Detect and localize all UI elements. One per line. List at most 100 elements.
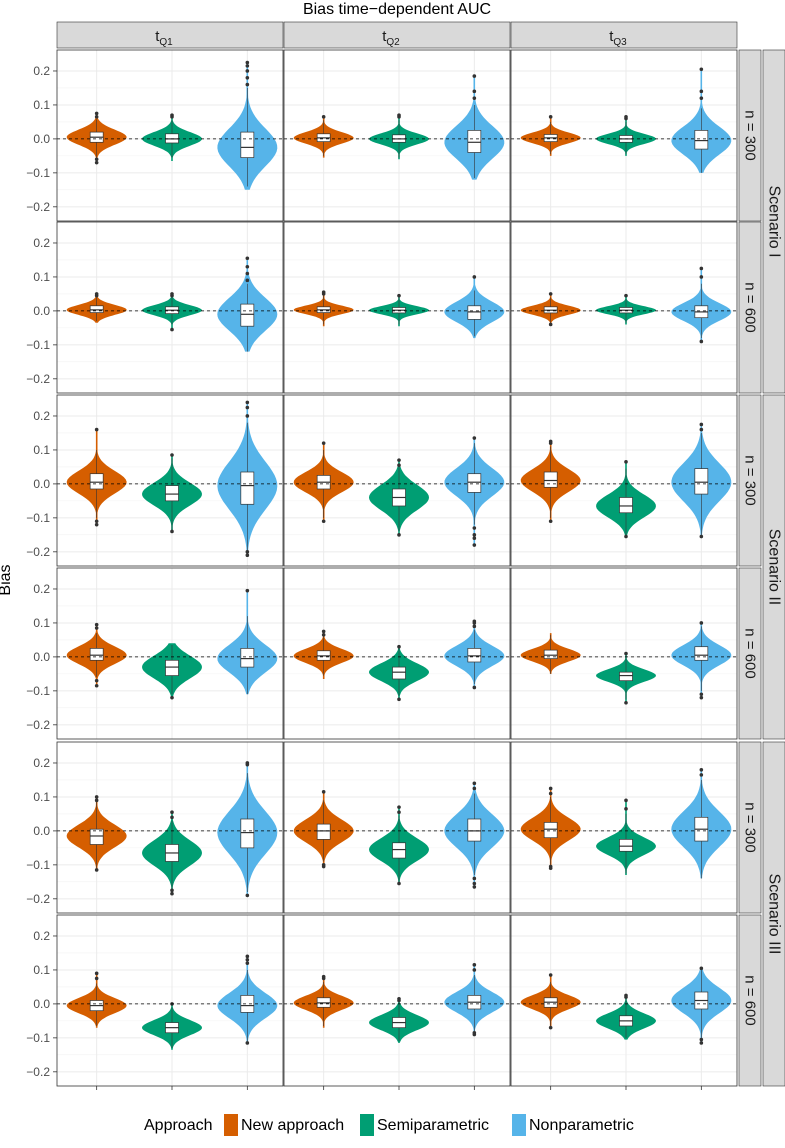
outlier-point	[699, 67, 704, 72]
outlier-point	[699, 621, 704, 625]
outlier-point	[94, 971, 99, 976]
row-strip	[738, 914, 762, 1087]
outlier-point	[699, 1041, 704, 1045]
y-tick-label: 0.0	[33, 132, 50, 146]
y-tick-label: 0.2	[33, 409, 50, 423]
y-tick-label: 0.1	[33, 790, 50, 804]
outlier-point	[699, 773, 704, 777]
y-tick-label: −0.1	[26, 511, 50, 525]
outlier-point	[245, 60, 250, 65]
group-strip	[762, 741, 785, 1087]
outlier-point	[94, 160, 99, 165]
panel-border	[283, 567, 511, 740]
box-iqr	[467, 818, 482, 842]
y-axis-label: Bias	[0, 564, 14, 595]
outlier-point	[397, 293, 401, 298]
outlier-point	[245, 64, 250, 68]
group-strip	[762, 49, 785, 394]
outlier-point	[624, 798, 628, 803]
outlier-point	[94, 626, 99, 630]
panel-border	[56, 567, 284, 740]
outlier-point	[699, 966, 704, 971]
outlier-point	[472, 96, 477, 100]
y-tick-label: 0.2	[33, 64, 50, 78]
outlier-point	[245, 264, 250, 269]
panel-border	[56, 741, 284, 914]
outlier-point	[170, 292, 174, 296]
outlier-point	[548, 791, 553, 796]
y-tick-label: 0.2	[33, 929, 50, 943]
outlier-point	[699, 422, 704, 427]
y-tick-label: −0.2	[26, 892, 50, 906]
box-iqr	[543, 822, 558, 839]
column-label-sub: Q1	[159, 37, 173, 48]
outlier-point	[321, 863, 326, 867]
y-tick-label: 0.0	[33, 997, 50, 1011]
outlier-point	[472, 685, 477, 690]
panel-border	[283, 741, 511, 914]
outlier-point	[170, 891, 174, 896]
outlier-point	[321, 790, 326, 794]
outlier-point	[699, 96, 704, 100]
outlier-point	[548, 1025, 553, 1030]
column-strip-label: tQ3	[609, 28, 627, 48]
box-iqr	[316, 823, 331, 840]
panel-border	[56, 914, 284, 1087]
box-iqr	[392, 842, 406, 859]
outlier-point	[170, 815, 174, 820]
panel-border	[283, 49, 511, 222]
legend-swatch	[360, 1114, 374, 1136]
outlier-point	[699, 339, 704, 344]
outlier-point	[624, 115, 628, 119]
panel-border	[283, 221, 511, 394]
box-iqr	[89, 473, 104, 490]
outlier-point	[94, 427, 99, 432]
outlier-point	[245, 957, 250, 962]
y-tick-label: −0.2	[26, 1065, 50, 1079]
outlier-point	[170, 453, 174, 457]
legend-label: New approach	[241, 1117, 344, 1134]
outlier-point	[94, 976, 99, 981]
outlier-point	[245, 271, 250, 276]
outlier-point	[245, 961, 250, 965]
column-label-sub: Q3	[613, 37, 627, 48]
row-strip-label: n = 300	[742, 455, 759, 505]
outlier-point	[624, 807, 628, 811]
outlier-point	[94, 795, 99, 799]
legend-title: Approach	[144, 1117, 213, 1134]
box-iqr	[240, 131, 255, 158]
row-strip-label: n = 600	[742, 282, 759, 332]
panel-border	[283, 914, 511, 1087]
legend-label: Semiparametric	[377, 1117, 489, 1134]
y-tick-label: 0.1	[33, 270, 50, 284]
outlier-point	[624, 651, 628, 656]
outlier-point	[94, 292, 99, 296]
column-label-sub: Q2	[386, 37, 400, 48]
row-strip-label: n = 600	[742, 628, 759, 678]
outlier-point	[170, 695, 174, 700]
column-strip	[56, 21, 284, 49]
outlier-point	[699, 89, 704, 94]
y-tick-label: −0.1	[26, 1031, 50, 1045]
outlier-point	[94, 519, 99, 524]
y-tick-label: 0.0	[33, 824, 50, 838]
panel-border	[283, 394, 511, 567]
outlier-point	[321, 290, 326, 295]
outlier-point	[624, 700, 628, 705]
outlier-point	[245, 69, 250, 73]
y-tick-label: 0.1	[33, 963, 50, 977]
outlier-point	[321, 115, 326, 119]
panel-border	[510, 914, 738, 1087]
panel-border	[56, 49, 284, 222]
y-tick-label: 0.2	[33, 236, 50, 250]
panel-border	[56, 221, 284, 394]
outlier-point	[245, 893, 250, 898]
outlier-point	[94, 683, 99, 688]
outlier-point	[472, 624, 477, 629]
outlier-point	[170, 810, 174, 815]
outlier-point	[548, 786, 553, 791]
outlier-point	[397, 997, 401, 1001]
y-tick-label: 0.1	[33, 616, 50, 630]
